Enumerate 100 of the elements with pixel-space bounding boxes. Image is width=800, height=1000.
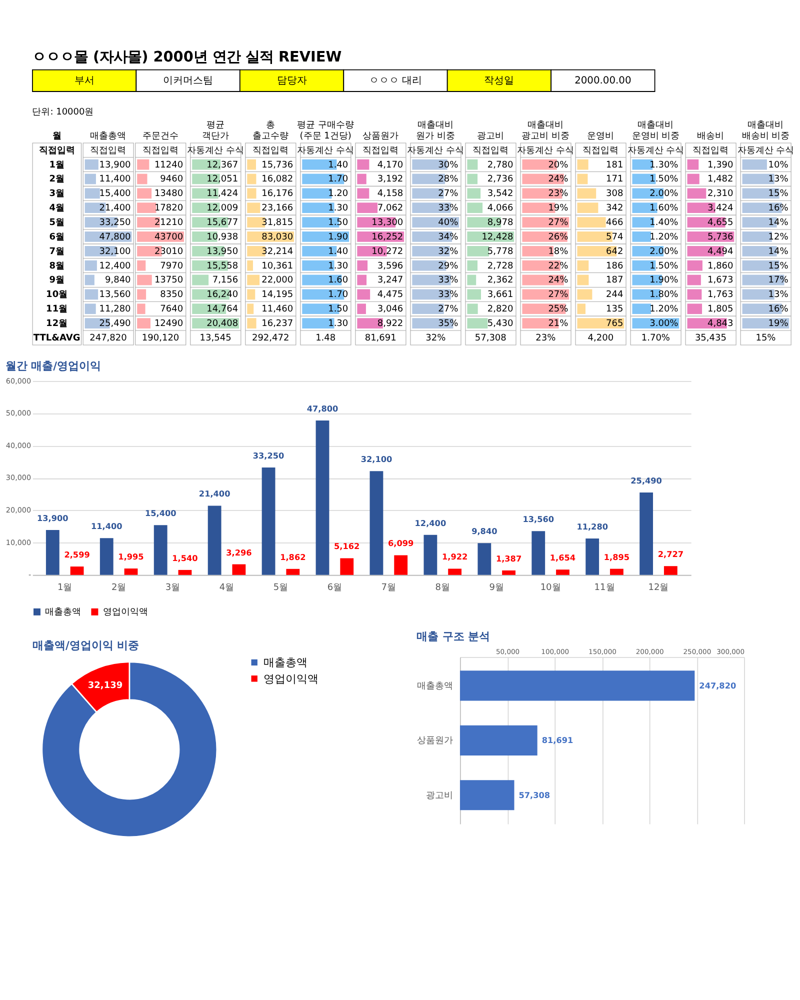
data-label: 9,840 bbox=[472, 526, 498, 536]
data-label: 12,367 bbox=[206, 160, 238, 170]
text: 자동계산 수식 bbox=[297, 146, 354, 156]
data-label: 3.00% bbox=[650, 318, 679, 329]
text: 4,200 bbox=[588, 333, 614, 344]
data-label: 3,046 bbox=[377, 304, 404, 315]
data-label: 1,862 bbox=[280, 552, 306, 562]
data-label: 342 bbox=[606, 204, 624, 214]
bar bbox=[460, 725, 538, 756]
data-label: 1.50 bbox=[328, 304, 348, 315]
legend-label: 영업이익액 bbox=[263, 672, 318, 686]
data-label: 247,820 bbox=[699, 680, 736, 690]
text: 직접입력 bbox=[142, 146, 179, 156]
x-tick-label: 9월 bbox=[489, 582, 504, 593]
data-label: 13750 bbox=[154, 276, 184, 286]
data-label: 1.40% bbox=[650, 218, 679, 228]
data-label: 1.50% bbox=[650, 261, 679, 272]
data-label: 16,176 bbox=[262, 189, 294, 200]
data-label: 9,840 bbox=[105, 276, 132, 286]
text: 1.48 bbox=[316, 333, 336, 344]
data-label: 3,596 bbox=[377, 261, 404, 272]
text: 2000.00.00 bbox=[574, 75, 632, 86]
data-label: 1.60% bbox=[650, 204, 679, 214]
text: 자동계산 수식 bbox=[737, 146, 794, 156]
x-tick-label: 운영비 bbox=[587, 131, 614, 142]
data-label: 2,728 bbox=[487, 261, 514, 272]
data-label: 21% bbox=[548, 318, 569, 329]
chart-title: 월간 매출/영업이익 bbox=[5, 359, 102, 372]
data-label: 7,062 bbox=[377, 204, 404, 214]
data-label: 2,310 bbox=[707, 189, 734, 200]
y-tick-label: 상품원가 bbox=[417, 736, 454, 746]
data-label: 15,400 bbox=[99, 189, 132, 200]
data-label: 22,000 bbox=[262, 276, 294, 286]
text: 15% bbox=[756, 333, 776, 344]
data-label: 1,922 bbox=[442, 552, 468, 562]
data-label: 11,400 bbox=[90, 521, 123, 532]
text: 81,691 bbox=[364, 333, 396, 344]
data-label: 1.30 bbox=[328, 204, 348, 214]
data-label: 33% bbox=[438, 204, 459, 214]
data-label: 16,252 bbox=[372, 232, 404, 242]
bar bbox=[100, 538, 114, 575]
data-label: 1.30% bbox=[650, 160, 679, 170]
y-tick-label: TTL&AVG bbox=[33, 333, 80, 344]
y-tick-label: 12월 bbox=[46, 318, 68, 329]
chart-subtitle: 단위: 10000원 bbox=[32, 108, 94, 118]
data-label: 25% bbox=[548, 304, 569, 315]
x-tick-label: 12월 bbox=[648, 582, 669, 593]
data-label: 15% bbox=[768, 189, 789, 200]
y-tick-label: 1월 bbox=[49, 160, 64, 170]
text: 이커머스팀 bbox=[163, 75, 214, 86]
x-tick-label: 4월 bbox=[219, 582, 234, 593]
text: 292,472 bbox=[252, 333, 290, 344]
data-label: 5,778 bbox=[487, 246, 514, 257]
data-label: 244 bbox=[606, 290, 624, 300]
y-tick-label: 매출총액 bbox=[417, 681, 454, 692]
data-label: 10,361 bbox=[262, 261, 294, 272]
data-label: 308 bbox=[606, 189, 624, 200]
data-label: 7640 bbox=[160, 304, 184, 315]
data-label: 33% bbox=[438, 290, 459, 300]
bar bbox=[154, 525, 168, 575]
data-label: 32% bbox=[438, 246, 459, 257]
data-label: 1,895 bbox=[604, 552, 630, 562]
data-label: 33% bbox=[438, 276, 459, 286]
data-label: 4,158 bbox=[377, 189, 404, 200]
data-label: 15% bbox=[768, 261, 789, 272]
data-label: 13480 bbox=[154, 189, 184, 200]
data-label: 16% bbox=[768, 204, 789, 214]
text: 직접입력 bbox=[90, 146, 126, 156]
data-label: 1.30 bbox=[328, 318, 348, 329]
data-label: 12,009 bbox=[206, 204, 238, 214]
data-label: 16,237 bbox=[262, 318, 294, 329]
y-tick-label: 20,000 bbox=[6, 506, 32, 515]
data-label: 2,780 bbox=[487, 160, 514, 170]
text: 직접입력 bbox=[252, 146, 289, 156]
data-label: 17% bbox=[768, 276, 789, 286]
data-label: 2,727 bbox=[658, 549, 684, 560]
data-label: 12,051 bbox=[206, 174, 238, 185]
data-label: 4,843 bbox=[707, 318, 734, 329]
data-label: 1.50% bbox=[650, 174, 679, 185]
text: ㅇㅇㅇ몰 (자사몰) 2000년 연간 실적 REVIEW bbox=[32, 49, 342, 66]
x-tick-label: 주문건수 bbox=[142, 131, 179, 142]
bar bbox=[340, 558, 354, 575]
bar bbox=[502, 570, 516, 575]
data-label: 11,424 bbox=[206, 189, 238, 200]
data-label: 2.00% bbox=[650, 189, 679, 200]
data-label: 574 bbox=[606, 232, 624, 242]
data-label: 14% bbox=[768, 218, 789, 228]
data-label: 642 bbox=[606, 246, 624, 257]
data-label: 22% bbox=[548, 261, 569, 272]
data-label: 8,978 bbox=[487, 218, 514, 228]
data-label: 10,272 bbox=[372, 246, 404, 257]
data-label: 1.40 bbox=[328, 160, 348, 170]
data-label: 181 bbox=[606, 160, 624, 170]
data-label: 1.80% bbox=[650, 290, 679, 300]
text: 자동계산 수식 bbox=[187, 146, 244, 156]
data-label: 14,195 bbox=[262, 290, 294, 300]
data-label: 83,030 bbox=[262, 232, 294, 242]
data-label: 8,922 bbox=[377, 318, 404, 329]
data-label: 1.50 bbox=[328, 218, 348, 228]
bar bbox=[448, 568, 462, 575]
